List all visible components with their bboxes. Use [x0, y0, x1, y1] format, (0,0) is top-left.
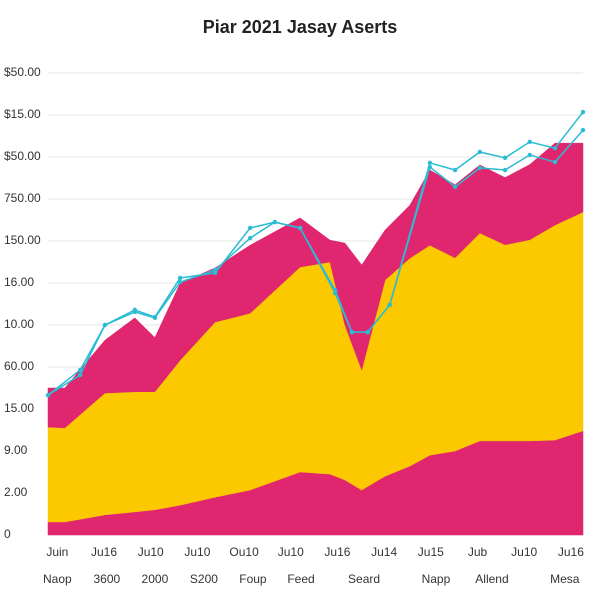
x-tick-label: Ju16	[324, 545, 350, 559]
x-tick-label: Ou10	[229, 545, 259, 559]
y-tick-label: $50.00	[4, 149, 41, 163]
line-point	[349, 329, 355, 335]
line-point	[102, 322, 108, 328]
line-point	[452, 167, 458, 173]
line-point	[502, 167, 508, 173]
y-tick-label: 0	[4, 527, 11, 541]
x-tick-label-secondary: Feed	[287, 572, 314, 586]
line-point	[332, 287, 338, 293]
y-tick-label: 150.00	[4, 233, 41, 247]
x-tick-label-secondary: Naop	[43, 572, 72, 586]
line-point	[177, 275, 183, 281]
line-point	[477, 165, 483, 171]
line-point	[78, 372, 83, 378]
line-point	[272, 219, 278, 225]
line-point	[78, 367, 83, 373]
line-point	[452, 184, 458, 190]
x-tick-label: Ju10	[511, 545, 537, 559]
y-tick-label: 60.00	[4, 359, 34, 373]
line-point	[177, 279, 183, 285]
line-point	[427, 164, 433, 170]
x-tick-label-secondary: 3600	[93, 572, 120, 586]
line-point	[387, 302, 392, 308]
y-tick-label: 9.00	[4, 443, 28, 457]
line-point	[247, 235, 253, 241]
area-segment	[47, 142, 584, 429]
x-tick-label-secondary: 2000	[142, 572, 169, 586]
chart-title: Piar 2021 Jasay Aserts	[203, 17, 397, 37]
x-tick-label-secondary: Mesa	[550, 572, 580, 586]
x-tick-label: Ju10	[184, 545, 210, 559]
y-tick-label: 750.00	[4, 191, 41, 205]
x-tick-label-secondary: Allend	[475, 572, 508, 586]
line-point	[45, 392, 51, 398]
line-point	[132, 309, 138, 315]
x-tick-label: Ju16	[91, 545, 117, 559]
line-point	[527, 152, 532, 158]
x-tick-label-secondary: Foup	[239, 572, 267, 586]
line-point	[580, 127, 586, 133]
x-tick-label: Ju14	[371, 545, 397, 559]
y-tick-label: 15.00	[4, 401, 34, 415]
y-tick-label: 10.00	[4, 317, 34, 331]
line-point	[527, 139, 532, 145]
line-point	[552, 145, 558, 151]
x-tick-label-secondary: Seard	[348, 572, 380, 586]
line-point	[477, 149, 483, 155]
line-point	[502, 155, 508, 161]
line-point	[580, 109, 586, 115]
x-tick-label-secondary: S200	[190, 572, 218, 586]
line-point	[212, 267, 218, 273]
y-tick-label: 16.00	[4, 275, 34, 289]
line-point	[427, 160, 433, 166]
x-tick-label: Ju16	[558, 545, 584, 559]
line-point	[365, 329, 370, 335]
y-tick-label: $50.00	[4, 65, 41, 79]
x-tick-label: Jub	[468, 545, 488, 559]
line-point	[297, 225, 303, 231]
x-tick-label: Ju10	[138, 545, 164, 559]
line-point	[152, 315, 158, 321]
y-tick-label: $15.00	[4, 107, 41, 121]
x-tick-label-secondary: Napp	[422, 572, 451, 586]
x-tick-label: Ju10	[278, 545, 304, 559]
x-tick-label: Juin	[46, 545, 68, 559]
line-point	[247, 225, 253, 231]
y-tick-label: 2.00	[4, 485, 28, 499]
x-tick-label: Ju15	[418, 545, 444, 559]
line-point	[552, 159, 558, 165]
